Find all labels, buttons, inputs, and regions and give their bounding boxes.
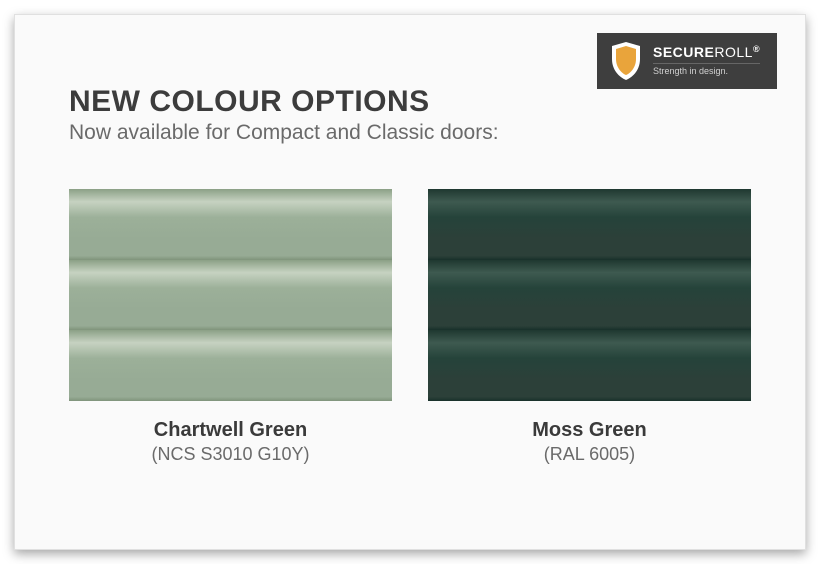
colour-swatch (69, 189, 392, 401)
page-title: NEW COLOUR OPTIONS (69, 85, 751, 119)
heading-block: NEW COLOUR OPTIONS Now available for Com… (69, 85, 751, 145)
swatch-label: Moss Green (RAL 6005) (532, 419, 646, 465)
swatch-name: Chartwell Green (151, 419, 309, 442)
page-subtitle: Now available for Compact and Classic do… (69, 121, 751, 145)
brand-bold: SECURE (653, 44, 714, 60)
swatch-chartwell: Chartwell Green (NCS S3010 G10Y) (69, 189, 392, 465)
brand-logo-badge: SECUREROLL® Strength in design. (597, 33, 777, 89)
swatch-label: Chartwell Green (NCS S3010 G10Y) (151, 419, 309, 465)
shield-icon (609, 41, 643, 81)
brand-tagline: Strength in design. (653, 63, 760, 77)
product-card: SECUREROLL® Strength in design. NEW COLO… (14, 14, 806, 550)
swatch-moss: Moss Green (RAL 6005) (428, 189, 751, 465)
brand-logo-text: SECUREROLL® Strength in design. (653, 45, 760, 76)
swatch-name: Moss Green (532, 419, 646, 442)
colour-swatch (428, 189, 751, 401)
brand-light: ROLL (714, 44, 753, 60)
registered-mark: ® (753, 44, 760, 54)
swatch-code: (NCS S3010 G10Y) (151, 444, 309, 465)
swatch-row: Chartwell Green (NCS S3010 G10Y) Moss Gr… (69, 189, 751, 465)
swatch-code: (RAL 6005) (532, 444, 646, 465)
